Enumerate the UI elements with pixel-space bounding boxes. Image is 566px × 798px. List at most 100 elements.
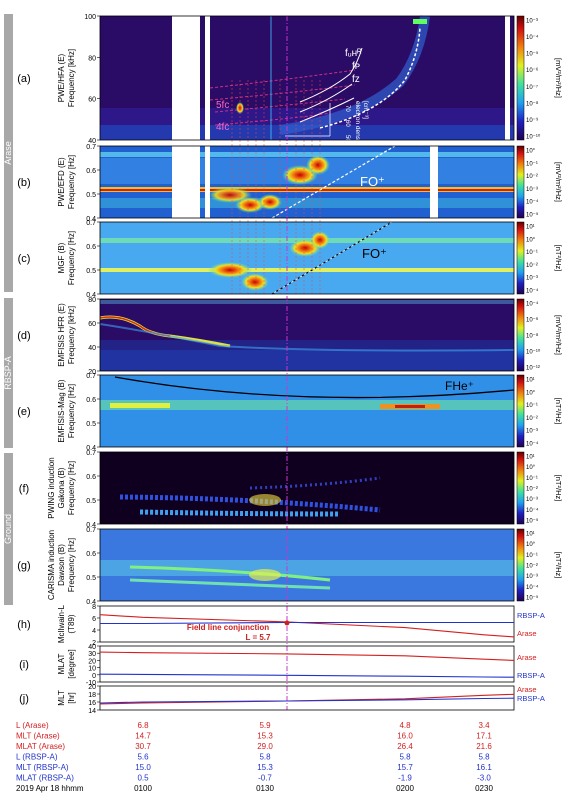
footer-cell: 15.3 — [257, 732, 273, 741]
colorbar-tick-label: 10⁻² — [526, 487, 538, 493]
series-line-arase — [99, 614, 515, 638]
colorbar-tick-label: 10⁻³ — [526, 276, 538, 282]
footer-cell: 5.8 — [259, 753, 271, 762]
series-end-label: Arase — [517, 685, 537, 694]
y-axis-label: PWING induction — [47, 457, 56, 518]
y-axis-label: MLAT — [57, 654, 66, 675]
series-line-rbsp-a — [100, 621, 514, 625]
colorbar-tick-label: 10⁻¹⁰ — [526, 349, 541, 356]
y-tick-label: 100 — [84, 14, 96, 21]
y-axis-label: Frequency [Hz] — [67, 231, 76, 285]
colorbar-tick-label: 10⁻³ — [526, 19, 538, 25]
panel-id: (f) — [19, 483, 29, 495]
y-tick-label: 0.7 — [86, 144, 96, 151]
y-tick-label: 20 — [88, 684, 96, 691]
y-tick-label: 0.4 — [86, 292, 96, 299]
footer-cell: 14.7 — [135, 732, 151, 741]
footer-cell: 4.8 — [399, 721, 411, 730]
y-axis-label: Frequency [Hz] — [67, 384, 76, 438]
conjunction-point — [284, 620, 290, 626]
y-tick-label: 60 — [88, 321, 96, 328]
colorbar-tick-label: 10° — [526, 465, 536, 471]
colorbar-tick-label: 10⁻⁴ — [526, 199, 539, 206]
footer-cell: 16.1 — [476, 763, 492, 772]
fz-label: fᴢ — [352, 74, 360, 85]
footer-cell: 30.7 — [135, 742, 151, 751]
panel-b: FO⁺ — [100, 145, 514, 219]
colorbar-tick-label: 10⁻¹ — [526, 553, 538, 559]
footer-cell: 6.8 — [137, 721, 149, 730]
y-tick-label: 40 — [88, 644, 96, 651]
footer-cell: -3.0 — [477, 774, 491, 783]
colorbar-tick-label: 10⁻⁴ — [526, 507, 539, 514]
footer-cell: 16.0 — [397, 732, 413, 741]
y-tick-label: 0.5 — [86, 575, 96, 582]
colorbar-label: [nT²/Hz] — [554, 475, 563, 502]
y-tick-label: 0.7 — [86, 450, 96, 457]
panel-d — [99, 299, 515, 371]
colorbar-tick-label: 10⁻¹² — [526, 366, 540, 372]
footer-cell: 15.7 — [397, 763, 413, 772]
4fc-label: 4fᴄ — [216, 122, 229, 133]
colorbar-tick-label: 10¹ — [526, 455, 535, 461]
y-axis-label: MLT — [57, 690, 66, 706]
y-axis-label: [degree] — [67, 649, 76, 678]
colorbar-tick-label: 10⁻⁴ — [526, 441, 539, 448]
panel-id: (h) — [17, 619, 30, 631]
y-tick-label: 0.4 — [86, 599, 96, 606]
colorbar-tick-label: 10⁻¹ — [526, 476, 538, 482]
y-tick-label: 0.6 — [86, 474, 96, 481]
colorbar-tick-label: 10° — [526, 390, 536, 396]
y-tick-label: 14 — [88, 708, 96, 715]
footer-cell: 0.5 — [137, 774, 149, 783]
footer-cell: 29.0 — [257, 742, 273, 751]
y-axis-label: CARISMA induction — [47, 530, 56, 600]
density-label: electron density — [354, 101, 361, 147]
density-tick-60: 60 — [344, 120, 350, 127]
series-end-label: RBSP-A — [517, 694, 545, 703]
y-tick-label: -10 — [86, 680, 96, 687]
panel-frames — [99, 15, 515, 602]
y-axis-label: McIlwain-L — [57, 604, 66, 643]
fuhr-label: fᵤʜᴿ — [345, 48, 362, 59]
footer-row-label: 2019 Apr 18 hhmm — [16, 784, 84, 793]
y-axis-label: Frequency [kHz] — [67, 49, 76, 107]
y-tick-label: 0.5 — [86, 498, 96, 505]
colorbar-tick-label: 10⁻⁴ — [526, 288, 539, 295]
y-axis-label: [hr] — [67, 692, 76, 704]
colorbar-tick-label: 10⁻⁸ — [526, 333, 539, 340]
footer-row-label: MLT (Arase) — [16, 732, 60, 741]
colorbar-tick-label: 10⁻⁴ — [526, 584, 539, 591]
footer-cell: 3.4 — [478, 721, 490, 730]
colorbar-tick-label: 10⁻³ — [526, 497, 538, 503]
conjunction-label: Field line conjunction — [187, 623, 269, 632]
colorbar-tick-label: 10⁻¹⁰ — [526, 134, 541, 141]
fhe-label: FHe⁺ — [445, 379, 474, 393]
colorbar-tick-label: 10⁻² — [526, 263, 538, 269]
footer-cell: 21.6 — [476, 742, 492, 751]
panel-id: (b) — [17, 177, 30, 189]
footer-cell: 17.1 — [476, 732, 492, 741]
footer-cell: 15.3 — [257, 763, 273, 772]
y-axis-label: Gakona (B) — [57, 467, 66, 508]
colorbar-tick-label: 10¹ — [526, 532, 535, 538]
colorbar-tick-label: 10⁻⁵ — [526, 212, 539, 219]
fp-label: fᴘ — [352, 61, 360, 72]
colorbar-label: [nT²/Hz] — [554, 552, 563, 579]
y-tick-label: 0.5 — [86, 421, 96, 428]
fo-label-b: FO⁺ — [360, 174, 385, 189]
y-tick-label: 0.7 — [86, 527, 96, 534]
y-tick-label: 80 — [88, 55, 96, 62]
colorbar-tick-label: 10¹ — [526, 378, 535, 384]
footer-cell: 5.8 — [478, 753, 490, 762]
y-axis-label: Dawson (B) — [57, 544, 66, 586]
panel-a: fᵤʜᴿ fᴘ fᴢ 5fᴄ 4fᴄ electron density [cm⁻… — [100, 15, 514, 147]
y-tick-label: 0.5 — [86, 192, 96, 199]
group-bar-arase: Arase — [3, 14, 13, 292]
footer-table: L (Arase) 6.8 5.9 4.8 3.4 MLT (Arase) 14.7 15.3… — [16, 721, 493, 793]
panel-f — [100, 452, 514, 524]
panel-id: (d) — [17, 330, 30, 342]
colorbar-tick-label: 10° — [526, 542, 536, 548]
colorbar-tick-label: 10⁻⁶ — [526, 317, 539, 324]
